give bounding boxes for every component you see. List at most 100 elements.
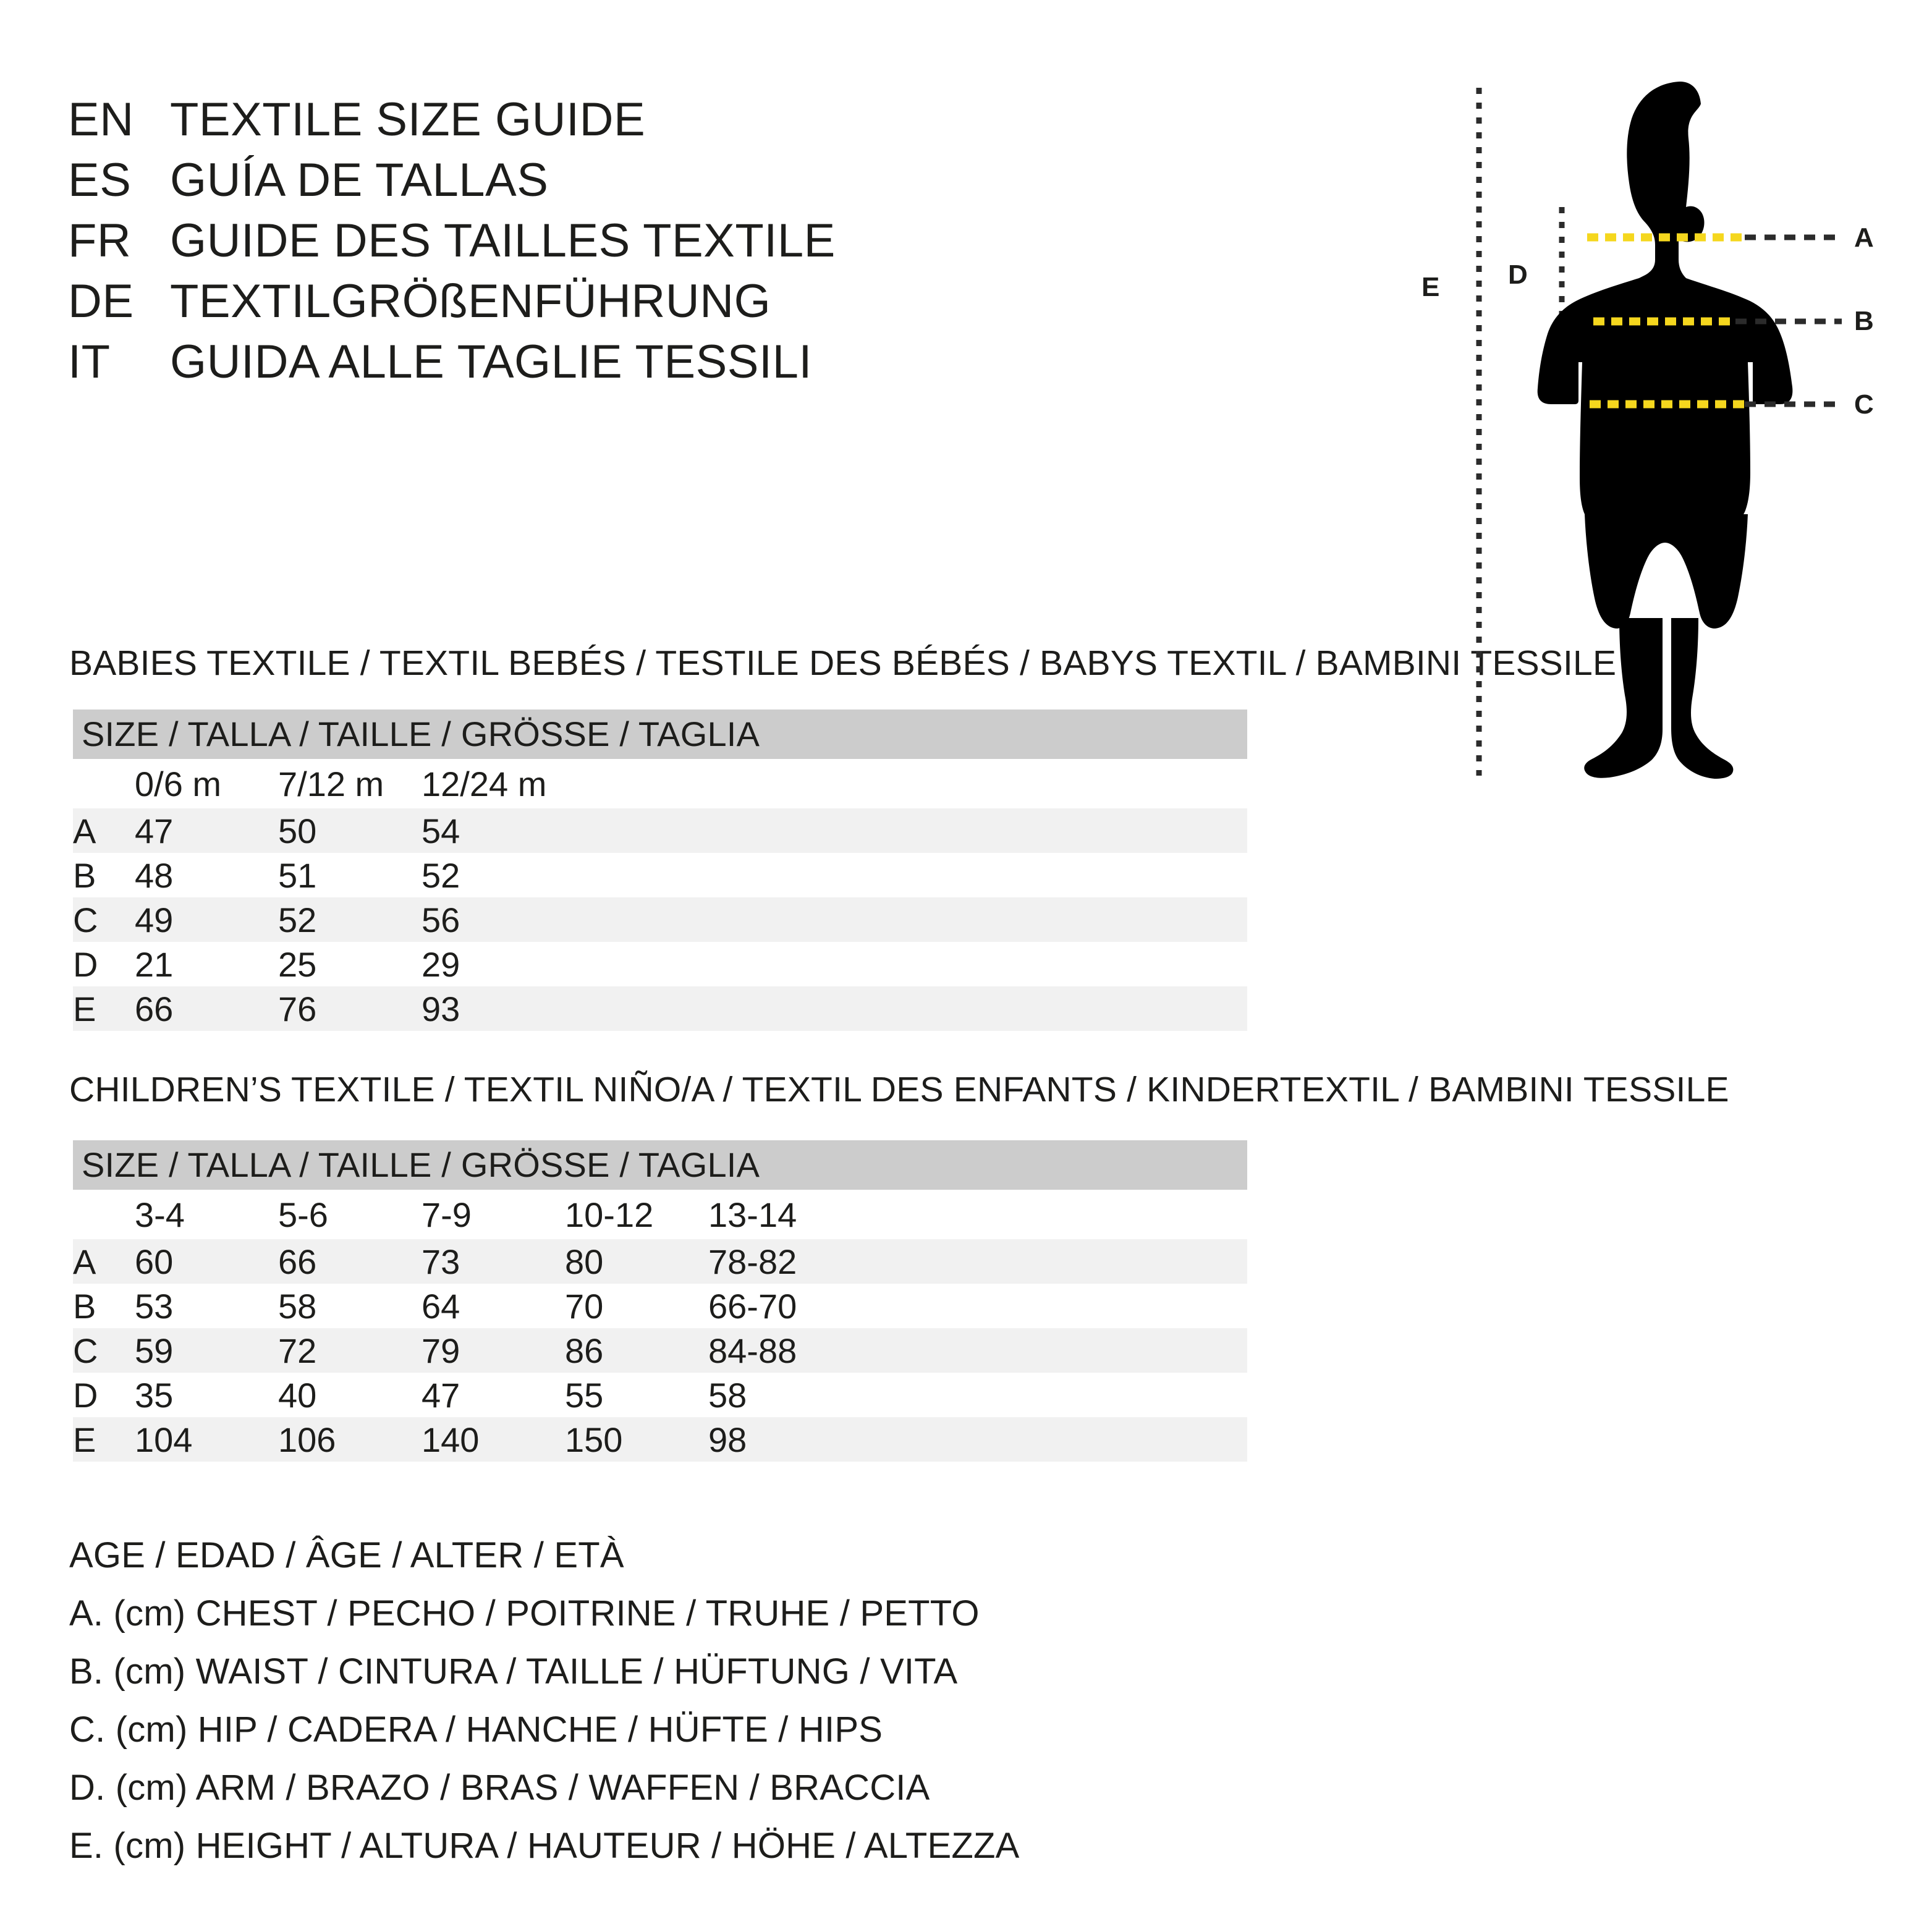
language-title: TEXTILE SIZE GUIDE bbox=[170, 93, 646, 146]
children-table-header-bar: SIZE / TALLA / TAILLE / GRÖSSE / TAGLIA bbox=[73, 1140, 1247, 1190]
table-cell-value: 104 bbox=[135, 1420, 193, 1459]
table-cell-value: 48 bbox=[135, 855, 174, 895]
table-spacer-cell bbox=[852, 1284, 1247, 1328]
table-column-header: 12/24 m bbox=[422, 764, 547, 803]
language-row: ES GUÍA DE TALLAS bbox=[68, 153, 995, 214]
table-spacer-cell bbox=[565, 853, 1247, 897]
table-column-header-row: 0/6 m 7/12 m 12/24 m bbox=[73, 759, 1247, 808]
table-cell-value: 66-70 bbox=[708, 1286, 797, 1326]
table-row: C 49 52 56 bbox=[73, 897, 1247, 942]
table-cell-value: 64 bbox=[422, 1286, 460, 1326]
dimension-letter-e: E bbox=[1421, 272, 1440, 302]
table-cell-value: 51 bbox=[278, 855, 317, 895]
table-row-label: A bbox=[73, 811, 96, 850]
table-cell-value: 140 bbox=[422, 1420, 480, 1459]
table-cell-value: 47 bbox=[135, 811, 174, 850]
table-cell-value: 80 bbox=[565, 1242, 604, 1281]
measurement-legend: AGE / EDAD / ÂGE / ALTER / ETÀ A. (cm) CH… bbox=[69, 1527, 1120, 1875]
language-code: ES bbox=[68, 154, 132, 206]
table-row-label: D bbox=[73, 1375, 98, 1415]
table-row: E 66 76 93 bbox=[73, 986, 1247, 1031]
table-column-header-row: 3-4 5-6 7-9 10-12 13-14 bbox=[73, 1190, 1247, 1239]
table-column-header: 3-4 bbox=[135, 1195, 185, 1234]
table-row: A 60 66 73 80 78-82 bbox=[73, 1239, 1247, 1284]
dimension-letter-d: D bbox=[1508, 260, 1528, 290]
table-cell-value: 79 bbox=[422, 1331, 460, 1370]
table-cell-value: 76 bbox=[278, 989, 317, 1028]
child-silhouette-shape bbox=[1537, 82, 1793, 779]
child-silhouette-svg bbox=[1476, 82, 1842, 779]
language-title-block: EN TEXTILE SIZE GUIDE ES GUÍA DE TALLAS FR GU… bbox=[68, 93, 995, 396]
table-cell-value: 70 bbox=[565, 1286, 604, 1326]
language-title: TEXTILGRÖßENFÜHRUNG bbox=[170, 275, 771, 328]
babies-size-table: SIZE / TALLA / TAILLE / GRÖSSE / TAGLIA … bbox=[73, 710, 1247, 1031]
table-row-label: E bbox=[73, 989, 96, 1028]
table-row: D 35 40 47 55 58 bbox=[73, 1373, 1247, 1417]
table-corner-cell bbox=[73, 1190, 135, 1239]
babies-section-heading: BABIES TEXTILE / TEXTIL BEBÉS / TESTILE … bbox=[69, 643, 1617, 683]
table-column-header: 0/6 m bbox=[135, 764, 222, 803]
table-cell-value: 72 bbox=[278, 1331, 317, 1370]
table-row-label: C bbox=[73, 1331, 98, 1370]
babies-table-grid: 0/6 m 7/12 m 12/24 m A 47 50 54 B 48 51 52 C 49 52 56 D… bbox=[73, 759, 1247, 1031]
table-cell-value: 21 bbox=[135, 944, 174, 984]
table-cell-value: 58 bbox=[278, 1286, 317, 1326]
table-spacer-cell bbox=[565, 897, 1247, 942]
language-code: FR bbox=[68, 214, 132, 267]
children-size-table: SIZE / TALLA / TAILLE / GRÖSSE / TAGLIA … bbox=[73, 1140, 1247, 1462]
table-row-label: D bbox=[73, 944, 98, 984]
children-table-body: 3-4 5-6 7-9 10-12 13-14 A 60 66 73 80 78-82 B 53 58 64… bbox=[73, 1190, 1247, 1462]
table-column-header: 10-12 bbox=[565, 1195, 654, 1234]
table-row-label: B bbox=[73, 855, 96, 895]
table-cell-value: 53 bbox=[135, 1286, 174, 1326]
table-cell-value: 86 bbox=[565, 1331, 604, 1370]
table-row-label: A bbox=[73, 1242, 96, 1281]
table-column-header: 7/12 m bbox=[278, 764, 384, 803]
language-title: GUIDE DES TAILLES TEXTILE bbox=[170, 214, 836, 267]
table-row: A 47 50 54 bbox=[73, 808, 1247, 853]
table-cell-value: 54 bbox=[422, 811, 460, 850]
language-code: IT bbox=[68, 336, 111, 388]
babies-table-header-bar: SIZE / TALLA / TAILLE / GRÖSSE / TAGLIA bbox=[73, 710, 1247, 759]
table-cell-value: 52 bbox=[422, 855, 460, 895]
table-cell-value: 49 bbox=[135, 900, 174, 939]
table-cell-value: 25 bbox=[278, 944, 317, 984]
table-spacer-cell bbox=[852, 1417, 1247, 1462]
table-cell-value: 50 bbox=[278, 811, 317, 850]
legend-line: D. (cm) ARM / BRAZO / BRAS / WAFFEN / BR… bbox=[69, 1768, 930, 1808]
table-cell-value: 59 bbox=[135, 1331, 174, 1370]
legend-line: B. (cm) WAIST / CINTURA / TAILLE / HÜFTU… bbox=[69, 1651, 958, 1692]
table-spacer-cell bbox=[852, 1239, 1247, 1284]
table-cell-value: 93 bbox=[422, 989, 460, 1028]
table-cell-value: 84-88 bbox=[708, 1331, 797, 1370]
language-code: DE bbox=[68, 275, 134, 328]
table-cell-value: 150 bbox=[565, 1420, 623, 1459]
language-title: GUÍA DE TALLAS bbox=[170, 154, 549, 206]
table-spacer-cell bbox=[565, 986, 1247, 1031]
table-cell-value: 40 bbox=[278, 1375, 317, 1415]
dimension-letter-b: B bbox=[1854, 306, 1874, 336]
legend-line: AGE / EDAD / ÂGE / ALTER / ETÀ bbox=[69, 1535, 624, 1575]
table-spacer-cell bbox=[565, 942, 1247, 986]
table-column-header: 5-6 bbox=[278, 1195, 328, 1234]
table-cell-value: 73 bbox=[422, 1242, 460, 1281]
size-diagram: E D A B C bbox=[1409, 74, 1916, 779]
dimension-letter-a: A bbox=[1854, 222, 1874, 253]
table-corner-cell bbox=[73, 759, 135, 808]
babies-table-body: 0/6 m 7/12 m 12/24 m A 47 50 54 B 48 51 52 C 49 52 56 D… bbox=[73, 759, 1247, 1031]
table-spacer-cell bbox=[565, 759, 1247, 808]
table-row: B 48 51 52 bbox=[73, 853, 1247, 897]
children-section-heading: CHILDREN’S TEXTILE / TEXTIL NIÑO/A / TEX… bbox=[69, 1070, 1729, 1109]
table-cell-value: 52 bbox=[278, 900, 317, 939]
table-cell-value: 60 bbox=[135, 1242, 174, 1281]
table-spacer-cell bbox=[852, 1190, 1247, 1239]
language-code: EN bbox=[68, 93, 134, 146]
language-title: GUIDA ALLE TAGLIE TESSILI bbox=[170, 336, 812, 388]
table-cell-value: 66 bbox=[278, 1242, 317, 1281]
table-cell-value: 35 bbox=[135, 1375, 174, 1415]
legend-line: C. (cm) HIP / CADERA / HANCHE / HÜFTE / … bbox=[69, 1710, 883, 1750]
language-row: FR GUIDE DES TAILLES TEXTILE bbox=[68, 214, 995, 274]
legend-line: A. (cm) CHEST / PECHO / POITRINE / TRUHE… bbox=[69, 1593, 980, 1633]
language-row: DE TEXTILGRÖßENFÜHRUNG bbox=[68, 274, 995, 335]
table-row: E 104 106 140 150 98 bbox=[73, 1417, 1247, 1462]
